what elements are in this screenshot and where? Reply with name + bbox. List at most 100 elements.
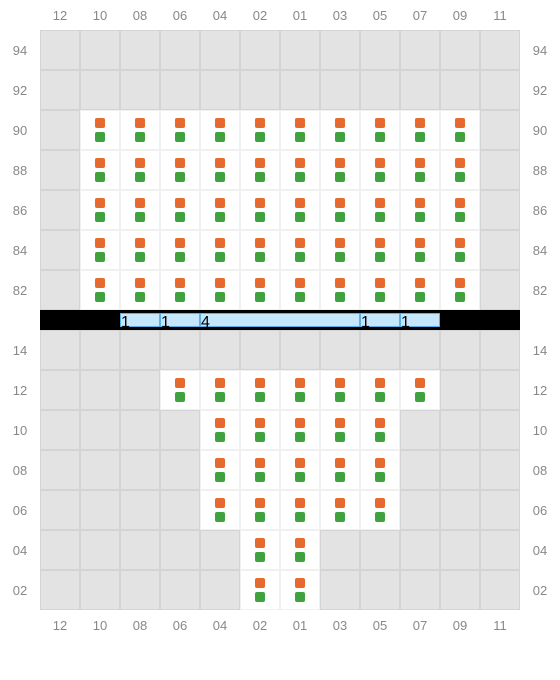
seat-cell[interactable] [200, 450, 240, 490]
seat-cell[interactable] [160, 370, 200, 410]
seat-cell[interactable] [360, 490, 400, 530]
seat-cell[interactable] [120, 150, 160, 190]
seat-cell[interactable] [280, 190, 320, 230]
seat-bottom-square [295, 292, 305, 302]
empty-cell [80, 450, 120, 490]
seat-cell[interactable] [360, 190, 400, 230]
seat-cell[interactable] [320, 370, 360, 410]
seat-cell[interactable] [160, 110, 200, 150]
seat-cell[interactable] [200, 270, 240, 310]
seat-bottom-square [415, 212, 425, 222]
seat-cell[interactable] [280, 410, 320, 450]
empty-cell [400, 530, 440, 570]
row-label-left: 14 [0, 330, 40, 370]
seat-cell[interactable] [160, 190, 200, 230]
seat-cell[interactable] [120, 190, 160, 230]
seat-cell[interactable] [440, 270, 480, 310]
seat-cell[interactable] [80, 230, 120, 270]
seat-bottom-square [415, 392, 425, 402]
seat-cell[interactable] [200, 370, 240, 410]
seat-cell[interactable] [360, 270, 400, 310]
seat-cell[interactable] [400, 370, 440, 410]
seat-cell[interactable] [200, 410, 240, 450]
seat-cell[interactable] [280, 490, 320, 530]
seat-cell[interactable] [240, 530, 280, 570]
seat-cell[interactable] [320, 230, 360, 270]
seat-cell[interactable] [200, 150, 240, 190]
seat-row: 8484 [0, 230, 560, 270]
seat-cell[interactable] [360, 230, 400, 270]
seat-cell[interactable] [280, 530, 320, 570]
seat-cell[interactable] [400, 190, 440, 230]
seat-cell[interactable] [280, 230, 320, 270]
seat-cell[interactable] [240, 110, 280, 150]
seat-cell[interactable] [320, 190, 360, 230]
seat-cell[interactable] [80, 270, 120, 310]
seat-cell[interactable] [320, 270, 360, 310]
seat-cell[interactable] [200, 110, 240, 150]
empty-cell [160, 450, 200, 490]
seat-top-square [135, 118, 145, 128]
seat-bottom-square [375, 392, 385, 402]
seat-cell[interactable] [240, 410, 280, 450]
seat-cell[interactable] [280, 450, 320, 490]
seat-cell[interactable] [240, 150, 280, 190]
seat-cell[interactable] [360, 450, 400, 490]
seat-cell[interactable] [280, 370, 320, 410]
seat-cell[interactable] [320, 110, 360, 150]
seat-cell[interactable] [200, 190, 240, 230]
seat-cell[interactable] [400, 270, 440, 310]
seat-bottom-square [335, 132, 345, 142]
seat-cell[interactable] [240, 230, 280, 270]
seat-cell[interactable] [400, 150, 440, 190]
seat-cell[interactable] [240, 490, 280, 530]
column-label: 01 [280, 618, 320, 633]
column-label: 11 [480, 618, 520, 633]
seat-cell[interactable] [440, 110, 480, 150]
seat-cell[interactable] [160, 270, 200, 310]
seat-cell[interactable] [160, 150, 200, 190]
seat-cell[interactable] [440, 190, 480, 230]
seat-cell[interactable] [280, 570, 320, 610]
seat-cell[interactable] [240, 370, 280, 410]
seat-top-square [375, 238, 385, 248]
seat-cell[interactable] [400, 110, 440, 150]
seat-cell[interactable] [120, 230, 160, 270]
seat-bottom-square [255, 472, 265, 482]
seat-top-square [335, 118, 345, 128]
seat-cell[interactable] [280, 270, 320, 310]
seat-cell[interactable] [440, 230, 480, 270]
seat-cell[interactable] [280, 150, 320, 190]
seat-cell[interactable] [80, 150, 120, 190]
seat-cell[interactable] [240, 450, 280, 490]
seat-bottom-square [295, 392, 305, 402]
seat-cell[interactable] [320, 490, 360, 530]
seat-top-square [295, 418, 305, 428]
empty-cell [480, 270, 520, 310]
column-label: 12 [40, 618, 80, 633]
seat-cell[interactable] [360, 410, 400, 450]
seat-cell[interactable] [240, 270, 280, 310]
seat-cell[interactable] [320, 150, 360, 190]
seat-cell[interactable] [160, 230, 200, 270]
seat-cell[interactable] [240, 570, 280, 610]
seat-cell[interactable] [360, 370, 400, 410]
seat-cell[interactable] [440, 150, 480, 190]
seat-cell[interactable] [120, 270, 160, 310]
seat-cell[interactable] [240, 190, 280, 230]
empty-cell [160, 70, 200, 110]
seat-cell[interactable] [320, 450, 360, 490]
seat-cell[interactable] [400, 230, 440, 270]
seat-bottom-square [175, 132, 185, 142]
seat-cell[interactable] [200, 490, 240, 530]
seat-cell[interactable] [360, 150, 400, 190]
seat-cell[interactable] [280, 110, 320, 150]
seat-cell[interactable] [360, 110, 400, 150]
seat-cell[interactable] [80, 110, 120, 150]
seat-cell[interactable] [320, 410, 360, 450]
row-label-right: 88 [520, 150, 560, 190]
seat-cell[interactable] [120, 110, 160, 150]
seat-cell[interactable] [200, 230, 240, 270]
seat-cell[interactable] [80, 190, 120, 230]
column-label: 08 [120, 618, 160, 633]
